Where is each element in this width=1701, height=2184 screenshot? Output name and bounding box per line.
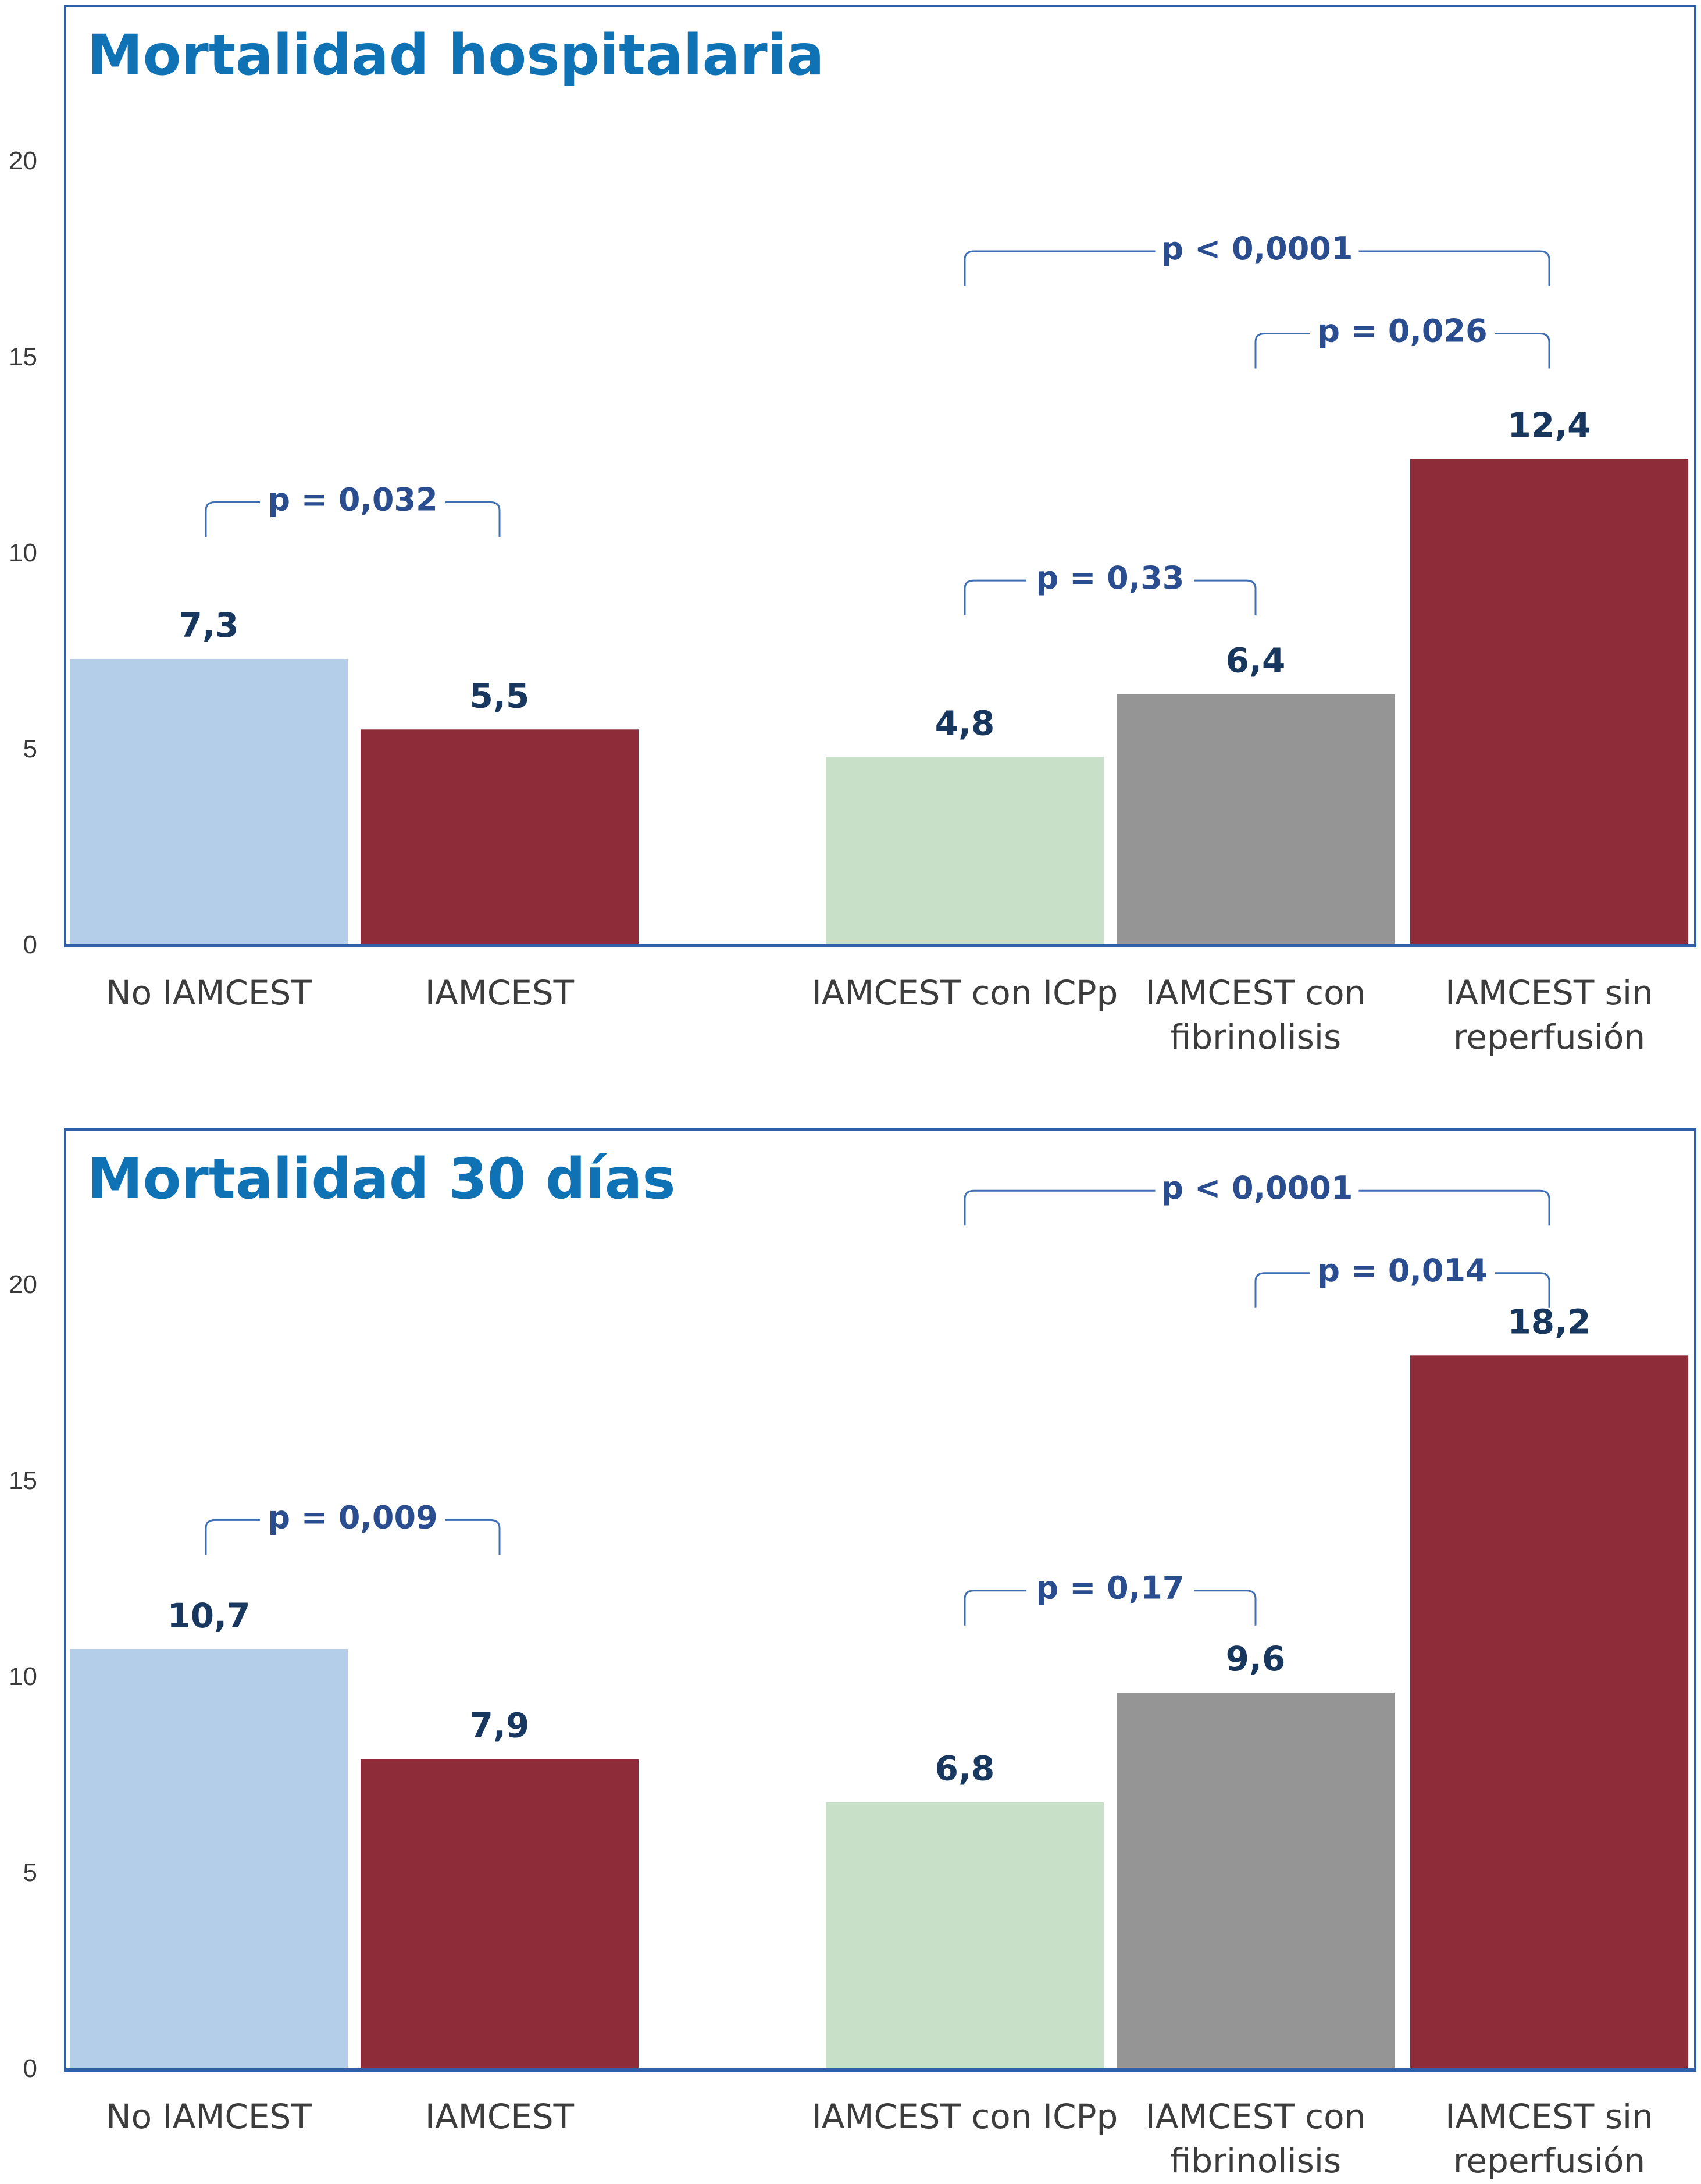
y-tick-label: 10 [9,1662,37,1691]
category-label: No IAMCEST [106,2097,312,2136]
y-tick-label: 5 [23,1858,37,1887]
chart-panel-1: Mortalidad hospitalaria 0 5 10 15 20 7,3 No IAM… [9,5,1696,1057]
category-label: IAMCEST con [1146,973,1366,1013]
significance-bracket: p = 0,33 [964,557,1257,616]
bar [70,658,348,945]
p-value-label: p = 0,33 [1036,560,1185,596]
significance-bracket: p < 0,0001 [964,1167,1550,1226]
chart-panel-2: Mortalidad 30 días 0 5 10 15 20 10,7 No IAMCEST… [9,1128,1696,2181]
category-label: IAMCEST sin [1445,2097,1653,2136]
y-tick-label: 0 [23,931,37,959]
chart-frame [64,1128,1696,2072]
chart-title: Mortalidad 30 días [87,1146,676,1212]
bar [70,1649,348,2069]
category-label: fibrinolisis [1170,2141,1341,2181]
p-value-label: p < 0,0001 [1161,230,1353,267]
bar-value-label: 5,5 [470,676,530,715]
bar-value-label: 7,9 [470,1706,530,1745]
bar-value-label: 6,8 [935,1749,995,1788]
y-tick-label: 20 [9,147,37,175]
category-label: fibrinolisis [1170,1017,1341,1057]
category-label: reperfusión [1453,1017,1645,1057]
y-tick-label: 0 [23,2054,37,2083]
p-value-label: p < 0,0001 [1161,1170,1353,1206]
y-tick-label: 10 [9,539,37,567]
bar-value-label: 18,2 [1507,1302,1591,1341]
bar [826,757,1104,945]
significance-bracket: p = 0,032 [205,479,501,537]
significance-bracket: p < 0,0001 [964,228,1550,287]
bar [361,729,639,945]
significance-bracket: p = 0,026 [1254,310,1550,369]
bar-value-label: 6,4 [1226,641,1286,681]
significance-bracket: p = 0,014 [1254,1249,1550,1308]
p-value-label: p = 0,026 [1317,313,1487,350]
y-tick-label: 15 [9,343,37,371]
y-tick-label: 20 [9,1270,37,1299]
category-label: IAMCEST sin [1445,973,1653,1013]
category-label: IAMCEST con ICPp [812,2097,1118,2136]
bar-value-label: 9,6 [1226,1639,1286,1679]
p-value-label: p = 0,17 [1036,1570,1185,1606]
category-label: IAMCEST [425,973,575,1013]
category-label: reperfusión [1453,2141,1645,2181]
chart-title: Mortalidad hospitalaria [87,23,824,88]
category-label: IAMCEST con [1146,2097,1366,2136]
bar [826,1802,1104,2069]
category-label: IAMCEST con ICPp [812,973,1118,1013]
bar-value-label: 7,3 [179,605,239,645]
p-value-label: p = 0,014 [1317,1252,1487,1289]
category-label: IAMCEST [425,2097,575,2136]
y-tick-label: 5 [23,735,37,763]
y-tick-label: 15 [9,1466,37,1495]
p-value-label: p = 0,032 [268,481,437,518]
bar [1117,694,1395,945]
p-value-label: p = 0,009 [268,1499,437,1535]
bar-value-label: 10,7 [167,1596,250,1636]
bar [1117,1692,1395,2069]
significance-bracket: p = 0,17 [964,1567,1257,1626]
bar-value-label: 4,8 [935,703,995,743]
bar [361,1759,639,2069]
bar-value-label: 12,4 [1507,405,1591,445]
category-label: No IAMCEST [106,973,312,1013]
bar [1410,459,1688,945]
significance-bracket: p = 0,009 [205,1497,501,1555]
bar [1410,1355,1688,2069]
